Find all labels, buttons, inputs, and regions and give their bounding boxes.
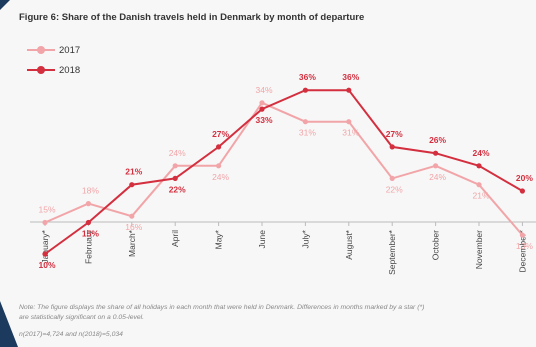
data-point-2017 <box>302 119 308 125</box>
x-tick-label: December* <box>517 229 527 272</box>
data-label-2017: 24% <box>429 172 446 182</box>
x-tick-label: October <box>431 230 441 260</box>
figure-note: Note: The figure displays the share of a… <box>19 303 534 323</box>
data-label-2017: 13% <box>516 241 533 251</box>
x-tick-label: July* <box>300 229 310 248</box>
data-label-2018: 20% <box>516 173 533 183</box>
data-label-2017: 31% <box>342 128 359 138</box>
data-point-2017 <box>346 119 352 125</box>
x-tick-label: February <box>83 229 93 264</box>
legend-label-2017: 2017 <box>59 44 81 56</box>
data-point-2018 <box>172 175 178 181</box>
data-point-2017 <box>216 163 222 169</box>
data-label-2018: 10% <box>38 260 55 270</box>
data-label-2018: 21% <box>125 167 142 177</box>
series-line-2018 <box>44 89 523 255</box>
data-point-2018 <box>346 87 352 93</box>
x-tick-label: April <box>170 230 180 247</box>
x-tick-label: September* <box>387 229 397 275</box>
legend-label-2018: 2018 <box>59 64 81 76</box>
x-tick-label: May* <box>214 229 224 249</box>
data-label-2017: 22% <box>386 184 403 194</box>
data-point-2017 <box>476 182 482 188</box>
chart-title: Figure 6: Share of the Danish travels he… <box>19 12 365 23</box>
legend-item-2018: 2018 <box>27 63 80 77</box>
data-point-2017 <box>172 163 178 169</box>
data-label-2018: 27% <box>212 129 229 139</box>
data-point-2018 <box>389 144 395 150</box>
note-line-2: are statistically significant on a 0.05-… <box>19 314 145 321</box>
data-label-2018: 26% <box>429 135 446 145</box>
x-tick-label: January* <box>40 229 50 263</box>
data-point-2017 <box>433 163 439 169</box>
data-point-2017 <box>42 219 48 226</box>
legend-swatch-2017 <box>27 46 55 54</box>
data-point-2017 <box>259 100 265 106</box>
data-point-2017 <box>85 201 91 207</box>
data-label-2018: 27% <box>386 129 403 139</box>
x-tick-label: August* <box>344 229 354 259</box>
line-chart: January* February March* April May* June July*… <box>30 72 536 275</box>
corner-decoration <box>0 0 10 10</box>
data-point-2018 <box>302 87 308 93</box>
data-label-2017: 31% <box>299 128 316 138</box>
data-label-2017: 24% <box>212 172 229 182</box>
note-line-1: Note: The figure displays the share of a… <box>19 304 425 311</box>
x-tick-label: November <box>474 230 484 269</box>
data-label-2018: 15% <box>82 229 99 239</box>
data-label-2018: 22% <box>169 184 186 194</box>
data-label-2017: 18% <box>82 186 99 196</box>
data-point-2017 <box>129 213 135 219</box>
data-label-2017: 16% <box>125 222 142 232</box>
data-label-2017: 21% <box>472 191 489 201</box>
data-label-2018: 36% <box>342 72 359 82</box>
data-point-2018 <box>433 150 439 156</box>
legend-swatch-2018 <box>27 66 55 74</box>
data-point-2018 <box>85 219 91 226</box>
x-tick-label: June <box>257 230 267 249</box>
data-point-2018 <box>42 251 48 257</box>
data-point-2018 <box>216 144 222 150</box>
data-label-2018: 36% <box>299 72 316 82</box>
data-label-2018: 33% <box>255 115 272 125</box>
data-label-2017: 34% <box>255 85 272 95</box>
sample-size-note: n(2017)=4,724 and n(2018)=5,034 <box>19 331 123 338</box>
data-label-2018: 24% <box>472 148 489 158</box>
data-label-2017: 15% <box>38 205 55 215</box>
x-tick-label: March* <box>127 229 137 257</box>
series-line-2017 <box>44 101 524 236</box>
data-point-2018 <box>129 182 135 188</box>
data-point-2018 <box>519 188 526 194</box>
data-point-2018 <box>259 106 265 112</box>
data-point-2017 <box>519 232 526 238</box>
data-label-2017: 24% <box>169 148 186 158</box>
data-point-2017 <box>389 175 395 181</box>
corner-decoration-bottom <box>0 301 18 347</box>
data-point-2018 <box>476 163 482 169</box>
legend-item-2017: 2017 <box>27 43 80 57</box>
